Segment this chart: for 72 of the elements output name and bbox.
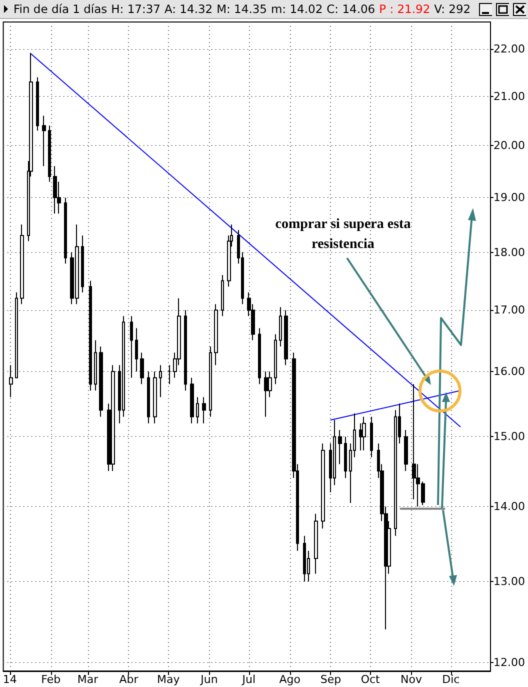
candlestick [202, 396, 206, 424]
y-tick-label: 16.00 [494, 364, 526, 378]
x-tick-label: Mar [77, 673, 99, 686]
x-tick-label: Abr [119, 673, 139, 686]
candlestick [140, 352, 144, 385]
x-tick-label: Dic [442, 673, 460, 686]
candlestick [370, 416, 373, 458]
x-tick-label: Oct [360, 673, 381, 686]
candlestick [147, 370, 150, 424]
text: H: 17:37 [111, 2, 160, 16]
candlestick [284, 310, 288, 366]
x-tick-label: Sep [320, 673, 342, 686]
candlestick [258, 328, 261, 385]
candlestick [153, 370, 157, 424]
text: V: 292 [434, 2, 471, 16]
candlestick [279, 306, 282, 347]
candlestick [344, 436, 347, 479]
x-tick-label: Ago [279, 673, 301, 686]
y-tick-label: 14.00 [494, 500, 526, 514]
candlestick [159, 364, 162, 398]
candlestick [53, 166, 57, 214]
text: C: 14.06 [326, 2, 376, 16]
candlestick [362, 416, 366, 451]
candlestick [404, 430, 408, 472]
candlestick [42, 115, 46, 167]
candlestick [94, 340, 97, 392]
candlestick [303, 535, 306, 582]
text: P : 21.92 [379, 2, 430, 16]
candlestick [321, 443, 325, 529]
y-tick-label: 17.00 [494, 304, 526, 317]
y-tick-label: 18.00 [494, 246, 526, 259]
y-tick-label: 12.00 [494, 656, 526, 670]
annotation: comprar si supera esta resistencia [274, 216, 412, 254]
candlestick [89, 280, 92, 392]
candlestick [274, 334, 277, 385]
text: M: 14.35 [216, 2, 267, 16]
candlestick [48, 125, 51, 182]
candlestick [168, 364, 171, 385]
candlestick [135, 328, 138, 372]
candlestick [314, 513, 318, 574]
y-tick-label: 19.00 [494, 191, 526, 204]
x-tick-label: May [156, 673, 180, 686]
candlestick [338, 430, 342, 465]
candlestick [15, 292, 18, 378]
x-tick-label: 14 [2, 673, 17, 686]
text: A: 14.32 [164, 2, 213, 16]
candlestick [221, 274, 224, 317]
x-tick-label: Nov [400, 673, 423, 686]
candlestick [99, 346, 103, 418]
x-tick-label: Feb [41, 673, 61, 686]
text: Fin de día 1 días [14, 2, 108, 16]
x-tick-label: Jul [241, 673, 256, 686]
y-tick-label: 20.00 [494, 139, 526, 152]
candlestick [214, 304, 218, 366]
text: m: 14.02 [270, 2, 323, 16]
candlestick [196, 396, 199, 424]
candlestick [209, 346, 212, 418]
candlestick [9, 364, 13, 398]
candlestick [36, 76, 39, 132]
y-tick-label: 22.00 [494, 42, 526, 56]
candlestick [111, 364, 115, 472]
candlestick [130, 316, 133, 378]
y-tick-label: 21.00 [494, 90, 526, 103]
candlestick [184, 310, 187, 392]
x-tick-label: Jun [200, 673, 218, 686]
y-tick-label: 15.00 [494, 430, 526, 444]
y-tick-label: 13.00 [494, 575, 526, 588]
candlestick [64, 197, 67, 264]
candlestick [20, 224, 24, 305]
candlestick [264, 370, 268, 418]
candlestick [190, 377, 194, 424]
candlestick [81, 235, 84, 293]
